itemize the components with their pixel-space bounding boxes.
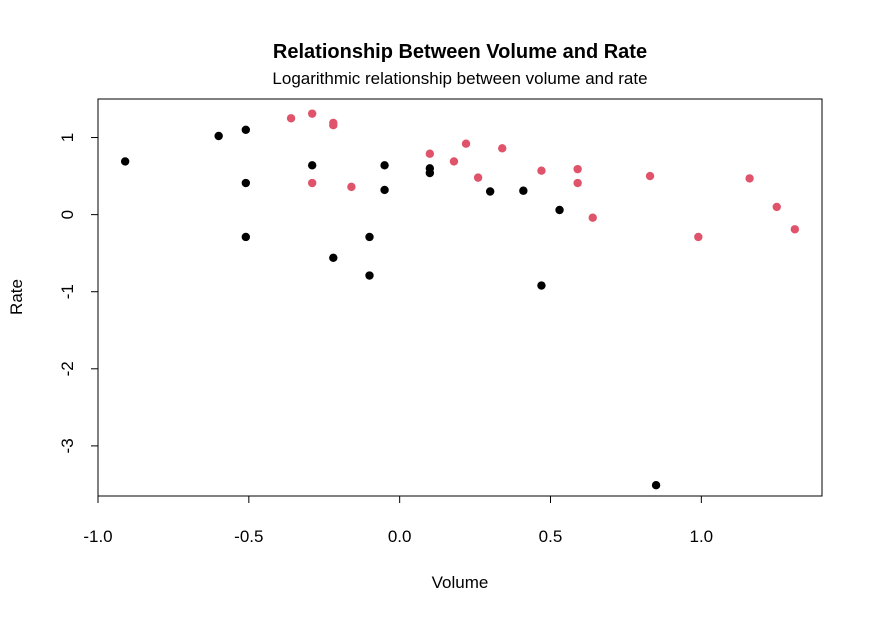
data-point [286,114,296,123]
data-point [537,166,546,175]
data-point [307,109,317,118]
x-tick-label: 1.0 [690,527,714,546]
data-point [745,174,754,183]
data-points [120,109,800,490]
data-point [425,168,435,178]
data-point [380,161,389,170]
x-tick-label: 0.5 [539,527,563,546]
data-point [651,481,661,490]
x-tick-label: 0.0 [388,527,412,546]
data-point [461,139,471,148]
data-point [307,178,317,188]
y-tick-label: 0 [58,210,77,219]
data-point [555,205,564,215]
data-point [307,161,317,170]
data-point [573,178,582,188]
data-point [573,164,582,174]
data-point [694,232,703,242]
data-point [347,182,356,192]
x-axis: -1.0 -0.5 0.0 0.5 1.0 [83,495,714,546]
data-point [120,157,130,166]
data-point [241,232,251,242]
data-point [790,225,800,234]
x-axis-label: Volume [432,573,489,592]
y-tick-label: -3 [58,438,77,453]
y-axis: -3 -2 -1 0 1 [58,133,99,453]
data-point [485,187,495,196]
plot-area-border [97,98,823,497]
data-point [425,149,435,158]
data-point [449,157,459,166]
x-tick-label: -0.5 [234,527,263,546]
data-point [645,171,655,181]
data-point [772,202,781,212]
chart-title: Relationship Between Volume and Rate [273,41,647,63]
data-point [537,281,546,290]
data-point [473,173,483,182]
y-tick-label: -2 [58,361,77,376]
chart-subtitle: Logarithmic relationship between volume … [272,69,647,88]
data-point [329,121,338,130]
data-point [365,271,374,280]
data-point [380,185,389,195]
data-point [519,186,528,195]
y-tick-label: -1 [58,284,77,299]
data-point [214,131,223,141]
data-point [329,253,338,262]
data-point [365,232,374,242]
data-point [498,144,507,153]
y-axis-label: Rate [7,279,26,315]
data-point [588,213,597,222]
x-tick-label: -1.0 [83,527,112,546]
data-point [241,178,251,188]
data-point [241,125,251,135]
y-tick-label: 1 [58,133,77,142]
